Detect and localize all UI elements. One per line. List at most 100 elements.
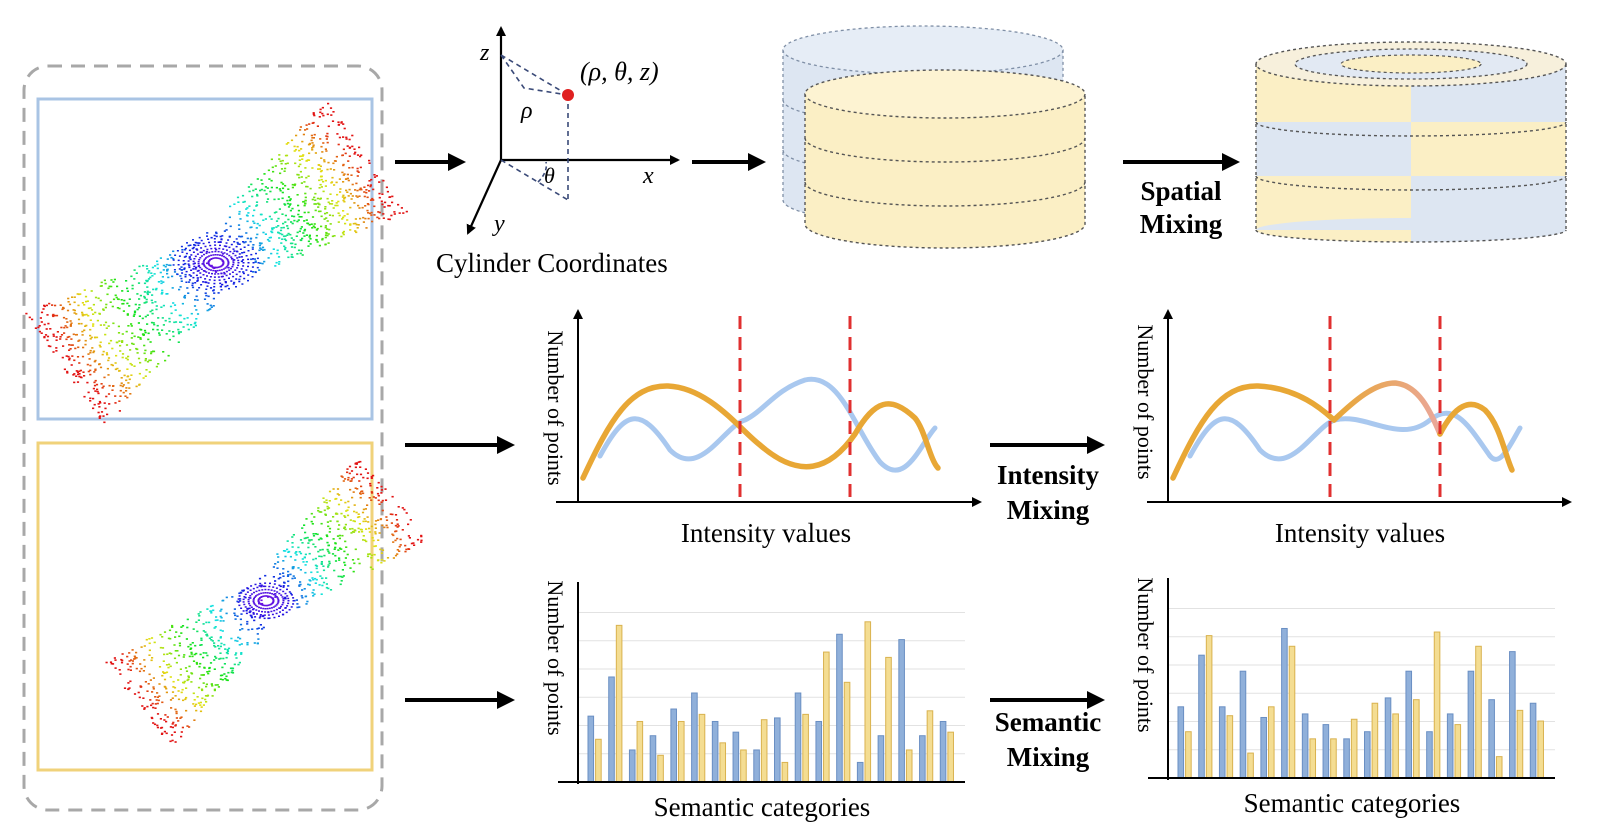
intensity-mixing-label-line2: Mixing	[1007, 495, 1090, 525]
lidar-point	[213, 279, 216, 282]
lidar-point	[304, 571, 307, 574]
lidar-point	[208, 268, 211, 271]
lidar-point	[165, 333, 168, 335]
lidar-point	[191, 655, 194, 658]
lidar-point	[121, 356, 124, 359]
lidar-point	[279, 611, 281, 613]
lidar-point	[359, 166, 362, 169]
lidar-point	[151, 657, 154, 659]
lidar-point	[94, 369, 97, 371]
lidar-point	[73, 312, 76, 314]
lidar-point	[362, 539, 365, 541]
lidar-point	[314, 533, 317, 535]
lidar-point	[277, 600, 280, 602]
lidar-point	[243, 200, 246, 203]
lidar-point	[312, 137, 315, 139]
lidar-point	[225, 675, 228, 678]
lidar-point	[113, 278, 116, 281]
lidar-point	[269, 582, 271, 585]
lidar-point	[143, 665, 146, 668]
bar	[905, 749, 913, 783]
theta-arc	[537, 161, 548, 183]
lidar-point	[206, 695, 209, 697]
lidar-point	[189, 244, 192, 246]
bar	[615, 624, 623, 783]
lidar-point	[266, 198, 270, 200]
lidar-point	[252, 613, 255, 615]
lidar-point	[148, 654, 151, 656]
lidar-point	[121, 353, 125, 355]
lidar-point	[290, 256, 293, 258]
lidar-point	[282, 600, 285, 602]
lidar-point	[103, 402, 106, 404]
lidar-point	[87, 314, 90, 317]
lidar-point	[252, 214, 255, 217]
lidar-point	[179, 668, 182, 670]
lidar-point	[159, 257, 162, 259]
lidar-point	[340, 121, 343, 123]
lidar-point	[352, 491, 355, 493]
lidar-point	[231, 669, 234, 672]
lidar-point	[190, 653, 193, 655]
lidar-point	[366, 555, 370, 558]
lidar-point	[349, 206, 352, 209]
lidar-point	[324, 234, 328, 236]
lidar-point	[286, 605, 289, 607]
lidar-point	[340, 512, 343, 515]
lidar-point	[284, 239, 288, 242]
lidar-point	[237, 262, 240, 264]
lidar-point	[186, 679, 189, 682]
lidar-point	[320, 157, 323, 159]
lidar-point	[126, 375, 129, 378]
lidar-point	[107, 325, 110, 327]
lidar-point	[253, 603, 256, 605]
lidar-point	[252, 189, 255, 192]
lidar-point	[373, 545, 376, 548]
lidar-point	[367, 184, 370, 187]
lidar-point	[317, 210, 321, 213]
lidar-point	[267, 169, 270, 172]
lidar-point	[307, 240, 310, 243]
lidar-point	[192, 276, 195, 279]
lidar-point	[238, 253, 241, 255]
lidar-point	[287, 188, 290, 190]
lidar-point	[203, 265, 206, 267]
lidar-point	[363, 518, 366, 520]
lidar-point	[101, 387, 104, 389]
bar	[1371, 702, 1379, 779]
lidar-point	[174, 695, 177, 697]
lidar-point	[307, 583, 310, 586]
lidar-point	[194, 282, 197, 284]
lidar-point	[314, 152, 317, 154]
lidar-point	[259, 189, 262, 192]
lidar-point	[322, 569, 326, 572]
lidar-point	[350, 198, 353, 200]
lidar-point	[191, 247, 194, 250]
bar	[1475, 645, 1482, 779]
lidar-point	[282, 550, 286, 552]
lidar-point	[296, 231, 299, 234]
lidar-point	[208, 264, 211, 266]
lidar-point	[287, 570, 290, 573]
lidar-point	[202, 264, 205, 266]
lidar-point	[373, 214, 376, 216]
lidar-point	[303, 211, 306, 214]
lidar-point	[208, 272, 210, 274]
lidar-point	[202, 656, 205, 659]
lidar-point	[174, 321, 178, 323]
lidar-point	[157, 363, 160, 365]
lidar-point	[317, 550, 320, 553]
lidar-point	[397, 506, 400, 508]
lidar-point	[242, 601, 245, 603]
lidar-point	[328, 562, 331, 565]
lidar-point	[165, 671, 169, 674]
lidar-point	[264, 574, 267, 577]
lidar-point	[217, 645, 220, 647]
lidar-point	[171, 697, 174, 699]
lidar-point	[76, 381, 80, 383]
lidar-point	[73, 296, 76, 298]
lidar-point	[395, 519, 399, 521]
lidar-point	[337, 143, 340, 146]
lidar-point	[271, 593, 274, 595]
lidar-point	[118, 410, 121, 412]
